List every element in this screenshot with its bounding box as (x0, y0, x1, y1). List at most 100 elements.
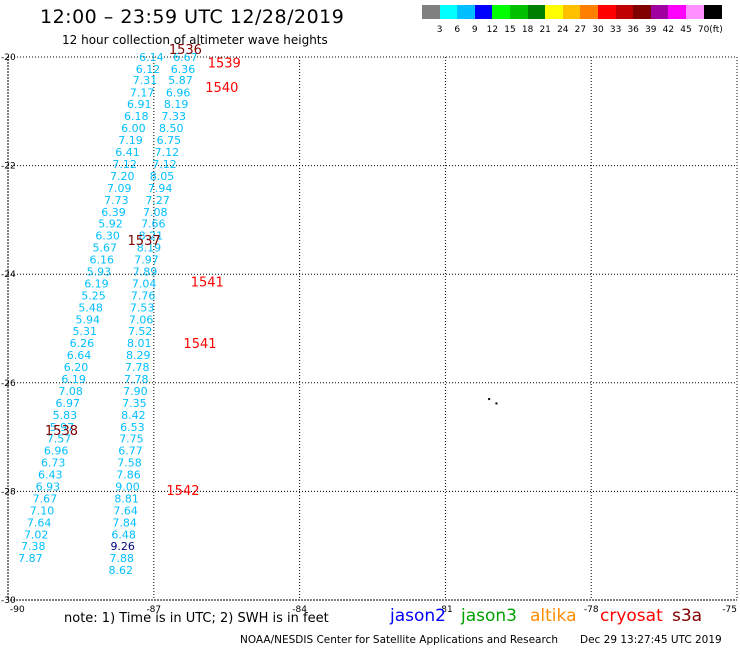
orbit-number-label: 1541 (191, 275, 224, 290)
orbit-number-label: 1538 (45, 424, 78, 439)
colorbar-swatch (492, 5, 511, 19)
y-tick-label: -22 (1, 162, 16, 172)
x-tick-label: -84 (292, 605, 307, 615)
colorbar-label: 36 (627, 25, 639, 35)
wave-height-label: 7.66 (141, 218, 166, 231)
wave-height-label: 5.67 (92, 242, 117, 255)
colorbar-label: 39 (645, 25, 657, 35)
wave-height-label: 5.97 (50, 421, 75, 434)
wave-height-label: 5.87 (168, 74, 193, 87)
wave-height-label: 7.94 (148, 182, 173, 195)
colorbar-swatch (422, 5, 441, 19)
wave-height-label: 6.96 (166, 86, 191, 99)
wave-height-label: 7.67 (33, 492, 58, 505)
wave-height-label: 5.48 (78, 301, 103, 314)
legend-item-s3a: s3a (672, 606, 703, 626)
y-tick-label: -26 (1, 379, 16, 389)
colorbar-label: 9 (471, 25, 478, 35)
wave-height-label: 8.19 (137, 242, 162, 255)
wave-height-label: 7.19 (118, 134, 143, 147)
wave-height-label: 5.93 (87, 265, 112, 278)
wave-height-label: 7.06 (129, 313, 154, 326)
colorbar-label: 24 (557, 25, 569, 35)
wave-height-label: 7.78 (125, 361, 150, 374)
wave-height-label: 6.67 (173, 51, 198, 64)
wave-height-label: 7.89 (133, 265, 158, 278)
wave-height-label: 6.96 (44, 445, 69, 458)
colorbar-swatch (474, 5, 493, 19)
x-tick-label: -75 (722, 605, 737, 615)
colorbar-swatch (703, 5, 722, 19)
wave-height-label: 7.31 (133, 74, 158, 87)
wave-height-label: 8.81 (114, 492, 139, 505)
wave-height-label: 7.20 (110, 170, 135, 183)
wave-height-label: 6.14 (139, 51, 164, 64)
wave-height-label: 6.39 (101, 206, 126, 219)
wave-height-label: 6.18 (124, 110, 149, 123)
x-tick-label: -87 (146, 605, 161, 615)
wave-height-label: 8.01 (127, 337, 152, 350)
wave-height-label: 5.92 (98, 218, 123, 231)
wave-height-label: 7.04 (132, 277, 157, 290)
wave-height-label: 7.88 (109, 552, 134, 565)
legend-item-altika: altika (530, 606, 577, 626)
wave-height-label: 6.19 (61, 373, 86, 386)
wave-height-label: 6.41 (115, 146, 140, 159)
legend-item-jason3: jason3 (461, 606, 517, 626)
wave-height-label: 6.30 (95, 230, 120, 243)
wave-height-label: 6.91 (127, 98, 152, 111)
y-tick-label: -30 (1, 596, 16, 606)
chart-subtitle: 12 hour collection of altimeter wave hei… (62, 33, 328, 47)
colorbar-unit: (ft) (709, 25, 723, 35)
y-tick-label: -20 (1, 53, 16, 63)
orbit-number-label: 1536 (169, 43, 202, 58)
orbit-number-label: 1537 (128, 234, 161, 249)
wave-height-label: 7.87 (18, 552, 43, 565)
wave-height-label: 7.64 (113, 504, 138, 517)
wave-height-label: 7.78 (124, 373, 149, 386)
wave-height-label: 6.97 (56, 397, 81, 410)
wave-height-label: 6.12 (136, 63, 161, 76)
wave-height-label: 8.29 (126, 349, 151, 362)
colorbar-swatch (686, 5, 705, 19)
wave-height-label: 7.08 (143, 206, 168, 219)
wave-height-label: 7.17 (130, 86, 155, 99)
wave-height-label: 6.73 (41, 457, 66, 470)
wave-height-label: 6.64 (67, 349, 92, 362)
wave-height-label: 7.35 (122, 397, 147, 410)
wave-height-label: 6.20 (64, 361, 89, 374)
wave-height-label: 6.26 (70, 337, 95, 350)
wave-height-label: 6.53 (120, 421, 145, 434)
y-tick-label: -24 (1, 270, 16, 280)
wave-height-label: 7.97 (134, 254, 159, 267)
wave-height-label: 7.08 (58, 385, 83, 398)
x-tick-label: -81 (438, 605, 453, 615)
wave-height-label: 8.19 (164, 98, 189, 111)
wave-height-label: 7.75 (119, 433, 144, 446)
footer-note: note: 1) Time is in UTC; 2) SWH is in fe… (64, 611, 329, 626)
colorbar-label: 33 (609, 25, 622, 35)
colorbar-label: 42 (662, 25, 675, 35)
wave-height-label: 9.26 (110, 540, 135, 553)
wave-height-label: 5.31 (73, 325, 98, 338)
chart-title: 12:00 – 23:59 UTC 12/28/2019 (40, 6, 345, 28)
wave-height-label: 7.73 (104, 194, 129, 207)
colorbar-label: 6 (454, 25, 461, 35)
colorbar-swatch (439, 5, 458, 19)
legend-item-cryosat: cryosat (600, 606, 663, 626)
wave-height-label: 7.12 (155, 146, 180, 159)
wave-height-label: 6.75 (157, 134, 182, 147)
wave-height-label: 6.00 (121, 122, 146, 135)
colorbar-swatch (650, 5, 669, 19)
wave-height-label: 9.00 (115, 481, 140, 494)
wave-height-label: 5.25 (81, 289, 106, 302)
colorbar-swatch (562, 5, 581, 19)
wave-height-label: 7.33 (161, 110, 186, 123)
orbit-number-label: 1539 (208, 56, 241, 71)
colorbar-swatch (633, 5, 652, 19)
colorbar-swatch (510, 5, 529, 19)
wave-height-label: 7.10 (30, 504, 55, 517)
wave-height-label: 5.94 (75, 313, 100, 326)
generated-timestamp: Dec 29 13:27:45 UTC 2019 (580, 634, 722, 646)
